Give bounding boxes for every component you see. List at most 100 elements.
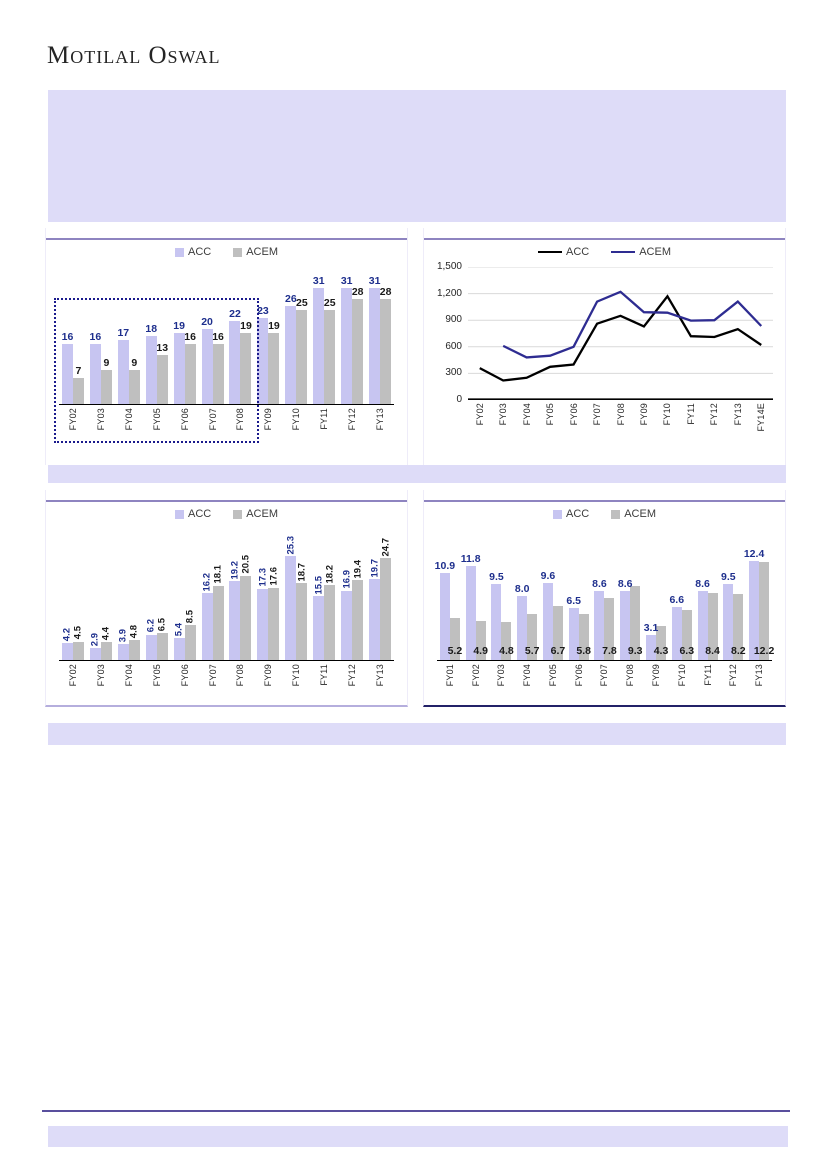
acc-bar	[439, 572, 450, 660]
x-tick-cell: FY05	[538, 400, 561, 442]
acem-bar	[733, 594, 744, 660]
acem-bar	[501, 621, 512, 660]
legend-label-acem: ACEM	[624, 508, 656, 520]
bar-slot-acem: 13	[156, 280, 168, 404]
bar-slot-acc: 31	[313, 275, 325, 404]
x-tick-cell: FY08	[617, 661, 643, 703]
acem-value-label: 7.8	[602, 645, 617, 657]
legend-label-acc: ACC	[187, 508, 212, 520]
bar-slot-acc: 9.6	[541, 552, 555, 660]
acem-value-label: 19.4	[352, 559, 364, 579]
bar-slot-acem: 9.3	[628, 552, 643, 660]
bar-group-fy11: 15.5 18.2	[310, 549, 338, 660]
acem-bar	[72, 641, 84, 660]
bar-slot-acem: 16	[212, 280, 224, 404]
bar-chart-body: 4.2 4.5 2.9 4.4 3.9 4.8 6.2 6.5 5.4 8.5 16.2 18.1 19…	[59, 536, 394, 703]
legend-item-acc: ACC	[537, 246, 590, 258]
x-tick-cell: FY10	[656, 400, 679, 442]
highlight-box	[54, 298, 260, 443]
x-tick-cell: FY01	[437, 661, 463, 703]
x-tick-cell: FY07	[592, 661, 618, 703]
acem-bar	[296, 310, 308, 404]
x-tick-label: FY03	[498, 403, 509, 426]
x-tick-cell: FY11	[679, 400, 702, 442]
bar-group-fy03: 2.9 4.4	[87, 549, 115, 660]
bar-slot-acc: 16	[62, 280, 73, 404]
chart-legend: ACC ACEM	[46, 245, 407, 259]
acc-value-label: 31	[312, 274, 325, 287]
acem-value-label: 8.4	[705, 645, 720, 657]
bar-slot-acc: 19.7	[369, 549, 381, 660]
bar-slot-acc: 9.5	[721, 552, 736, 660]
acem-bar	[212, 585, 224, 660]
x-tick-label: FY05	[151, 664, 162, 687]
bar-slot-acc: 8.6	[618, 552, 633, 660]
bar-slot-acem: 4.3	[654, 552, 668, 660]
x-tick-label: FY02	[474, 403, 485, 426]
acc-bar	[229, 581, 241, 660]
bar-group-fy02: 4.2 4.5	[59, 549, 87, 660]
x-tick-cell: FY02	[463, 661, 489, 703]
acem-line-series	[502, 290, 763, 359]
acc-bar	[646, 635, 656, 660]
legend-label-acc: ACC	[565, 246, 590, 258]
bar-group-fy05: 18 13	[143, 280, 171, 404]
acc-bar	[145, 634, 157, 660]
legend-square-swatch-acc	[174, 247, 184, 257]
bar-group-fy10: 25.3 18.7	[282, 536, 310, 660]
x-tick-cell: FY06	[171, 661, 199, 703]
acc-value-label: 6.5	[566, 595, 582, 607]
acem-value-label: 12.2	[753, 645, 775, 657]
bar-group-fy07: 16.2 18.1	[199, 549, 227, 660]
acem-value-label: 4.4	[100, 626, 112, 640]
bar-slot-acc: 20	[201, 280, 213, 404]
acem-bar	[759, 562, 770, 660]
acc-bar	[723, 584, 734, 660]
bar-slot-acc: 11.8	[461, 552, 481, 660]
x-tick-label: FY06	[573, 664, 584, 687]
x-tick-cell: FY10	[282, 661, 310, 703]
legend-line-swatch-acc	[537, 251, 562, 253]
acc-bar	[257, 317, 269, 404]
bar-group-fy08: 8.6 9.3	[617, 552, 643, 660]
acem-bar	[324, 585, 336, 660]
bar-slot-acc: 4.2	[61, 549, 73, 660]
bar-slot-acem: 18.1	[212, 549, 224, 660]
bar-group-fy09: 3.1 4.3	[643, 552, 669, 660]
acc-value-label: 8.0	[514, 583, 530, 595]
x-tick-cell: FY12	[703, 400, 726, 442]
bar-chart-body: 16 7 16 9 17 9 18 13 19 16 20 16 22 19 23 19 26 25 31 25 31 2…	[54, 275, 394, 447]
x-tick-label: FY05	[547, 664, 558, 687]
bar-slot-acc: 6.5	[566, 552, 582, 660]
bar-group-fy10: 26 25	[282, 280, 310, 404]
acc-bar	[594, 591, 605, 660]
bar-slot-acem: 19	[240, 280, 252, 404]
x-tick-cell: FY02	[59, 661, 87, 703]
x-tick-label: FY09	[263, 664, 274, 687]
acem-bar	[380, 298, 392, 404]
bar-slot-acc: 19.2	[229, 549, 241, 660]
acc-bar	[568, 608, 579, 660]
acc-bar	[341, 590, 353, 660]
acem-bar	[156, 633, 168, 660]
legend-label-acem: ACEM	[639, 246, 671, 258]
acem-bar	[475, 620, 486, 660]
bar-group-fy08: 19.2 20.5	[227, 549, 255, 660]
x-tick-label: FY11	[319, 664, 330, 686]
x-tick-cell: FY12	[720, 661, 746, 703]
acc-value-label: 2.9	[89, 632, 101, 647]
bar-plot: 16 7 16 9 17 9 18 13 19 16 20 16 22 19 23 19 26 25 31 25 31 2…	[59, 275, 394, 405]
x-tick-label: FY01	[444, 664, 455, 687]
bar-slot-acem: 4.4	[100, 549, 112, 660]
bar-slot-acc: 3.1	[644, 552, 658, 660]
bar-group-fy11: 31 25	[310, 275, 338, 404]
x-tick-cell: FY02	[468, 400, 491, 442]
bar-group-fy05: 6.2 6.5	[143, 549, 171, 660]
acem-value-label: 25	[323, 297, 336, 310]
bar-slot-acc: 16.9	[341, 549, 353, 660]
x-tick-label: FY12	[347, 408, 358, 431]
x-tick-label: FY03	[496, 664, 507, 687]
bar-group-fy07: 20 16	[199, 280, 227, 404]
bar-slot-acem: 18.2	[324, 549, 336, 660]
x-tick-cell: FY12	[338, 405, 366, 447]
